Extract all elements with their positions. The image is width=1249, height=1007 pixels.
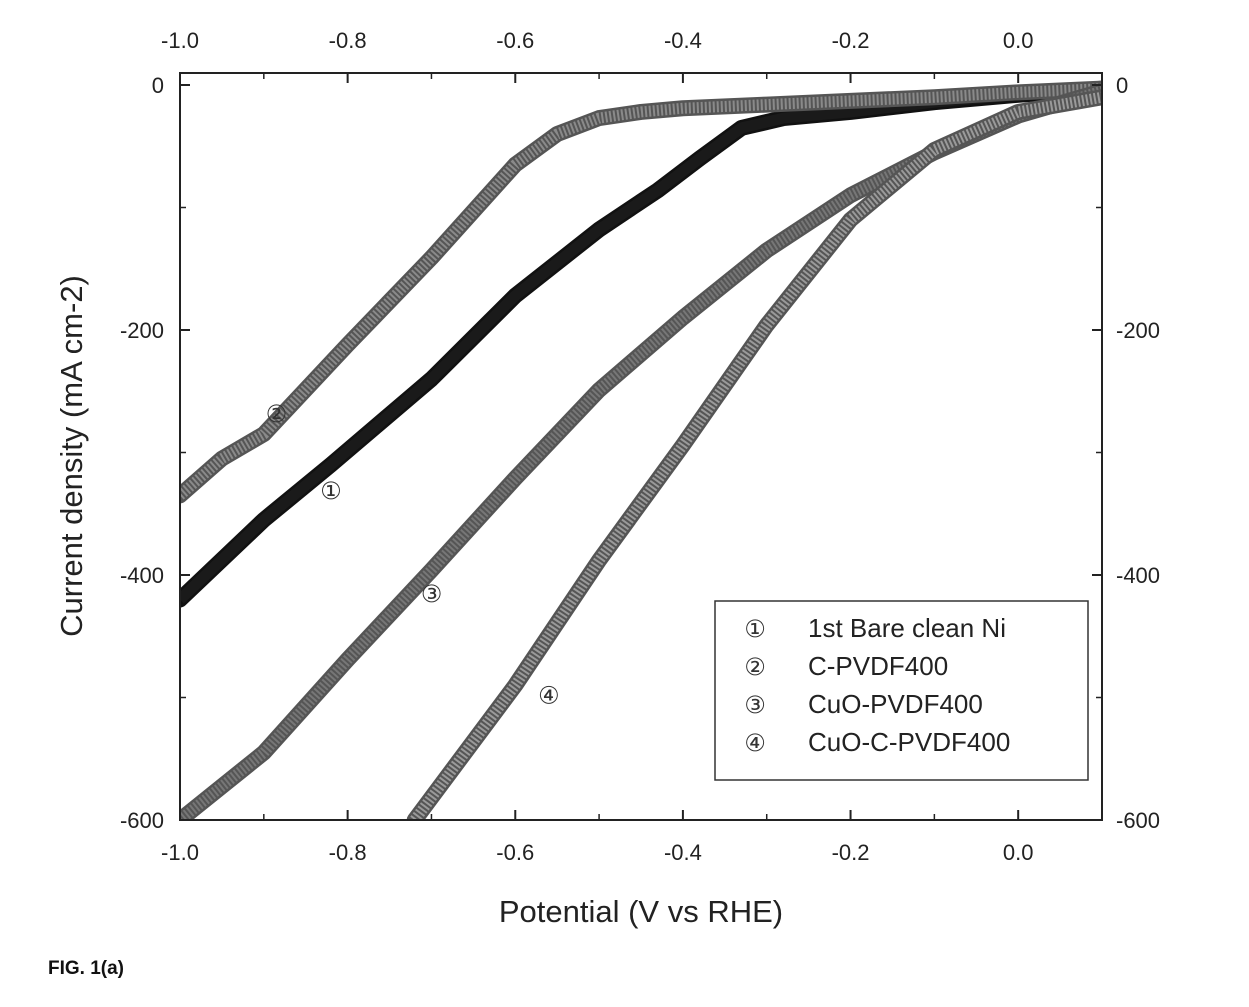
- x-tick-label-top: -0.2: [832, 28, 870, 53]
- curve-marker-1: ①: [320, 477, 342, 505]
- x-tick-label-bottom: -0.8: [329, 840, 367, 865]
- y-tick-label-right: -200: [1116, 318, 1160, 343]
- x-tick-label-bottom: -0.6: [496, 840, 534, 865]
- x-tick-label-bottom: -0.2: [832, 840, 870, 865]
- x-tick-label-top: -0.6: [496, 28, 534, 53]
- legend-marker-4: ④: [744, 729, 766, 757]
- figure-label: FIG. 1(a): [48, 958, 124, 980]
- y-tick-label-right: 0: [1116, 73, 1128, 98]
- curve-marker-4: ④: [538, 682, 560, 710]
- y-tick-label-left: -200: [120, 318, 164, 343]
- legend-label-2: C-PVDF400: [808, 651, 948, 681]
- legend-label-1: 1st Bare clean Ni: [808, 613, 1006, 643]
- y-tick-label-right: -400: [1116, 563, 1160, 588]
- x-tick-label-bottom: -1.0: [161, 840, 199, 865]
- chart: -1.0 -1.0 -0.8 -0.8 -0.6 -0.6 -0.4 -0.4 -0.2 -0.2…: [0, 0, 1249, 1007]
- y-tick-label-left: -600: [120, 808, 164, 833]
- legend-marker-1: ①: [744, 615, 766, 643]
- legend-label-3: CuO-PVDF400: [808, 689, 983, 719]
- x-tick-label-bottom: -0.4: [664, 840, 702, 865]
- y-tick-label-right: -600: [1116, 808, 1160, 833]
- x-tick-label-top: -0.4: [664, 28, 702, 53]
- legend-marker-3: ③: [744, 691, 766, 719]
- legend-label-4: CuO-C-PVDF400: [808, 727, 1010, 757]
- legend: ① 1st Bare clean Ni ② C-PVDF400 ③ CuO-PVDF400…: [715, 601, 1088, 780]
- series-line-2: [180, 89, 1102, 496]
- x-tick-label-top: -0.8: [329, 28, 367, 53]
- y-tick-label-left: 0: [152, 73, 164, 98]
- legend-marker-2: ②: [744, 653, 766, 681]
- series-line-outline-2: [180, 89, 1102, 496]
- x-axis-label: Potential (V vs RHE): [499, 894, 783, 929]
- curve-marker-3: ③: [421, 580, 443, 608]
- y-tick-label-left: -400: [120, 563, 164, 588]
- x-tick-label-bottom: 0.0: [1003, 840, 1034, 865]
- curve-markers: ① ② ③ ④: [266, 400, 560, 710]
- x-tick-label-top: -1.0: [161, 28, 199, 53]
- x-tick-label-top: 0.0: [1003, 28, 1034, 53]
- y-axis-label: Current density (mA cm-2): [54, 275, 89, 637]
- curve-marker-2: ②: [266, 400, 288, 428]
